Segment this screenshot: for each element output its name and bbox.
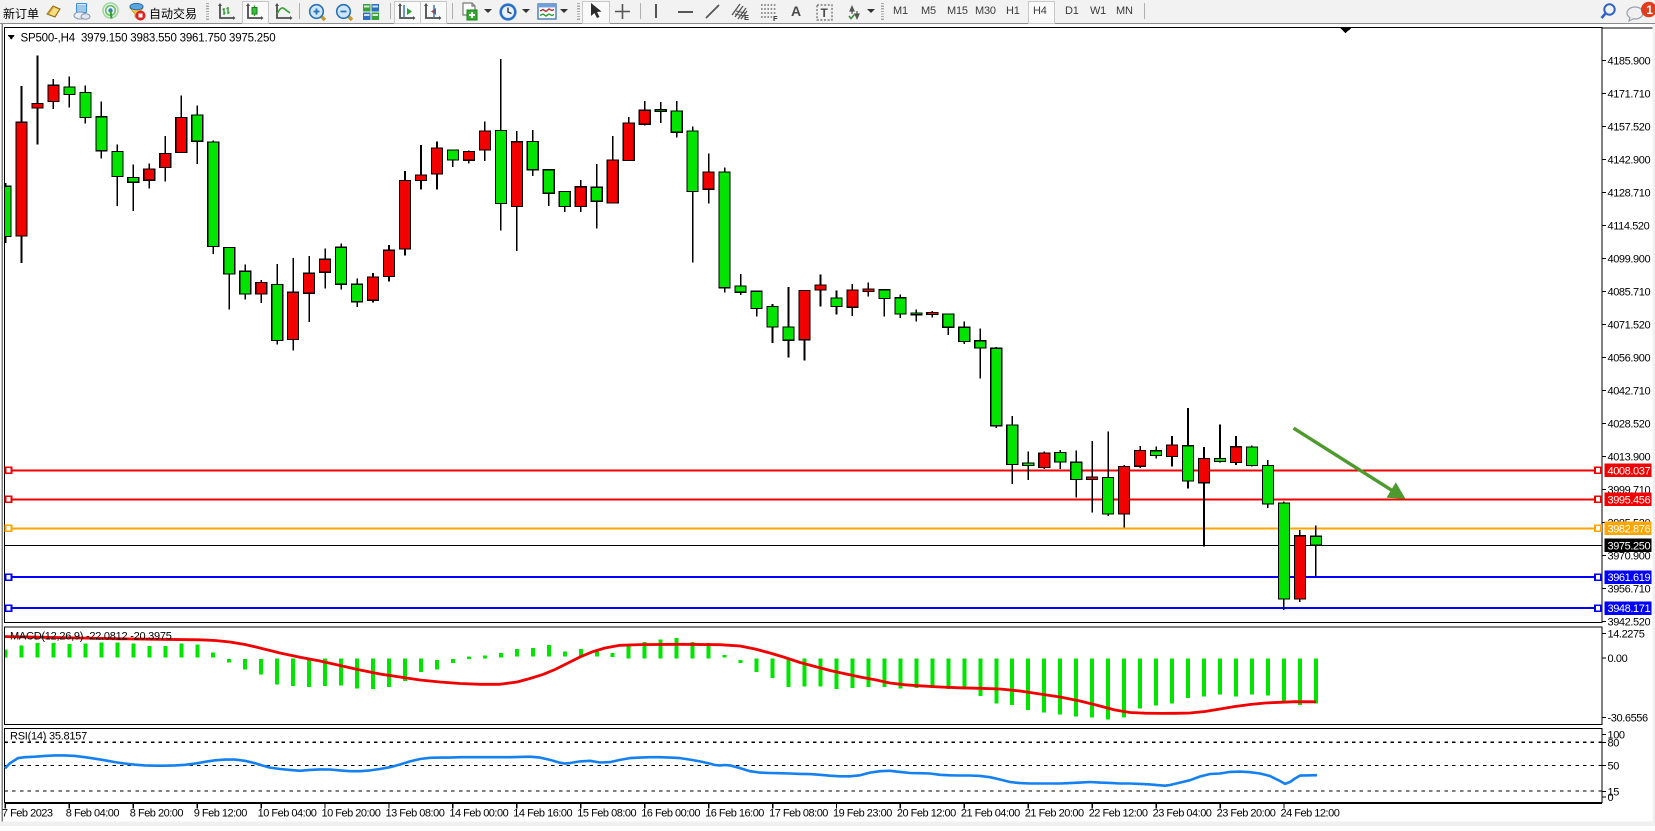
- svg-text:1: 1: [1646, 3, 1653, 17]
- svg-text:4099.900: 4099.900: [1608, 254, 1651, 266]
- svg-text:4157.520: 4157.520: [1608, 122, 1651, 134]
- svg-text:22 Feb 12:00: 22 Feb 12:00: [1089, 808, 1148, 820]
- svg-text:10 Feb 04:00: 10 Feb 04:00: [258, 808, 317, 820]
- svg-text:4142.900: 4142.900: [1608, 155, 1651, 167]
- svg-text:3982.876: 3982.876: [1608, 523, 1651, 535]
- svg-text:4185.900: 4185.900: [1608, 56, 1651, 68]
- svg-text:4128.710: 4128.710: [1608, 188, 1651, 200]
- svg-text:19 Feb 23:00: 19 Feb 23:00: [833, 808, 892, 820]
- svg-text:14.2275: 14.2275: [1608, 628, 1645, 640]
- svg-text:T: T: [821, 6, 829, 20]
- svg-text:13 Feb 08:00: 13 Feb 08:00: [386, 808, 445, 820]
- svg-text:E: E: [744, 13, 749, 22]
- svg-text:20 Feb 12:00: 20 Feb 12:00: [897, 808, 956, 820]
- svg-text:24 Feb 12:00: 24 Feb 12:00: [1281, 808, 1340, 820]
- svg-text:16 Feb 16:00: 16 Feb 16:00: [705, 808, 764, 820]
- svg-text:F: F: [773, 14, 778, 22]
- svg-text:15: 15: [1608, 787, 1620, 799]
- svg-text:SP500-,H4 3979.150 3983.550 3: SP500-,H4 3979.150 3983.550 3961.750 397…: [21, 33, 276, 45]
- svg-text:4056.900: 4056.900: [1608, 353, 1651, 365]
- svg-text:10 Feb 20:00: 10 Feb 20:00: [322, 808, 381, 820]
- svg-text:21 Feb 04:00: 21 Feb 04:00: [961, 808, 1020, 820]
- svg-text:100: 100: [1608, 730, 1625, 742]
- svg-text:4042.710: 4042.710: [1608, 386, 1651, 398]
- svg-text:3942.520: 3942.520: [1608, 617, 1651, 629]
- svg-text:9 Feb 12:00: 9 Feb 12:00: [194, 808, 248, 820]
- svg-text:21 Feb 20:00: 21 Feb 20:00: [1025, 808, 1084, 820]
- svg-text:0: 0: [1608, 792, 1614, 804]
- svg-text:17 Feb 08:00: 17 Feb 08:00: [769, 808, 828, 820]
- svg-text:4085.710: 4085.710: [1608, 287, 1651, 299]
- svg-text:MACD(12,26,9) -22.0812 -20.397: MACD(12,26,9) -22.0812 -20.3975: [10, 631, 172, 643]
- svg-text:8 Feb 04:00: 8 Feb 04:00: [66, 808, 120, 820]
- svg-text:8 Feb 20:00: 8 Feb 20:00: [130, 808, 184, 820]
- svg-text:3948.171: 3948.171: [1608, 603, 1651, 615]
- svg-text:3956.710: 3956.710: [1608, 584, 1651, 596]
- svg-text:7 Feb 2023: 7 Feb 2023: [2, 808, 53, 820]
- svg-text:-30.6556: -30.6556: [1608, 713, 1649, 725]
- svg-text:4114.520: 4114.520: [1608, 221, 1650, 233]
- svg-text:23 Feb 20:00: 23 Feb 20:00: [1217, 808, 1276, 820]
- svg-text:80: 80: [1608, 737, 1620, 749]
- svg-text:3970.900: 3970.900: [1608, 551, 1651, 563]
- svg-text:4171.710: 4171.710: [1608, 89, 1651, 101]
- svg-text:RSI(14) 35.8157: RSI(14) 35.8157: [10, 731, 87, 743]
- svg-text:4013.900: 4013.900: [1608, 452, 1651, 464]
- svg-text:14 Feb 00:00: 14 Feb 00:00: [449, 808, 508, 820]
- svg-text:50: 50: [1608, 761, 1620, 773]
- svg-text:15 Feb 08:00: 15 Feb 08:00: [577, 808, 636, 820]
- svg-text:14 Feb 16:00: 14 Feb 16:00: [513, 808, 572, 820]
- svg-text:3995.456: 3995.456: [1608, 494, 1651, 506]
- svg-text:16 Feb 00:00: 16 Feb 00:00: [641, 808, 700, 820]
- svg-text:3975.250: 3975.250: [1608, 540, 1651, 552]
- svg-text:23 Feb 04:00: 23 Feb 04:00: [1153, 808, 1212, 820]
- svg-text:4028.520: 4028.520: [1608, 419, 1651, 431]
- svg-text:4008.037: 4008.037: [1608, 465, 1651, 477]
- svg-text:3961.619: 3961.619: [1608, 572, 1651, 584]
- svg-text:0.00: 0.00: [1608, 653, 1628, 665]
- svg-text:4071.520: 4071.520: [1608, 320, 1651, 332]
